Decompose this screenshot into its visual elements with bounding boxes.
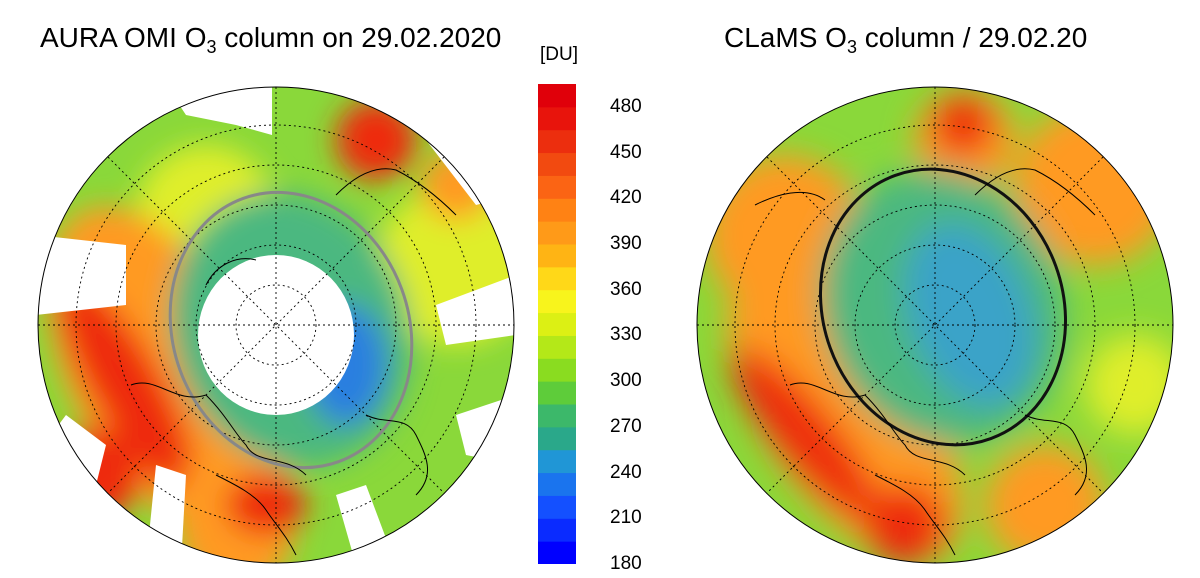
colorbar-tick-label: 240 bbox=[610, 461, 642, 483]
colorbar-segment bbox=[538, 266, 576, 291]
colorbar-tick-label: 300 bbox=[610, 370, 642, 392]
colorbar-segment bbox=[538, 404, 576, 428]
ozone-colorbar bbox=[538, 84, 576, 564]
colorbar-segment bbox=[538, 541, 576, 564]
colorbar-segment bbox=[538, 381, 576, 405]
colorbar-segment bbox=[538, 358, 576, 382]
colorbar-tick-label: 450 bbox=[610, 141, 642, 163]
colorbar-unit-label: [DU] bbox=[540, 44, 578, 65]
right-map-title: CLaMS O3 column / 29.02.20 bbox=[724, 22, 1088, 57]
colorbar-segment bbox=[538, 106, 576, 131]
colorbar-tick-label: 270 bbox=[610, 415, 642, 437]
colorbar-segment bbox=[538, 175, 576, 199]
colorbar-segment bbox=[538, 472, 576, 496]
colorbar-segment bbox=[538, 495, 576, 519]
colorbar-tick-label: 360 bbox=[610, 278, 642, 300]
colorbar-segment bbox=[538, 244, 576, 268]
colorbar-segment bbox=[538, 449, 576, 474]
colorbar-tick-label: 420 bbox=[610, 187, 642, 209]
colorbar-segment bbox=[538, 426, 576, 451]
colorbar-tick-label: 480 bbox=[610, 95, 642, 117]
colorbar-tick-label: 390 bbox=[610, 233, 642, 254]
colorbar-tick-label: 180 bbox=[610, 553, 642, 574]
colorbar-segment bbox=[538, 84, 576, 108]
colorbar-segment bbox=[538, 221, 576, 245]
colorbar-segment bbox=[538, 312, 576, 336]
colorbar-segment bbox=[538, 129, 576, 154]
clams-ozone-map bbox=[696, 86, 1174, 564]
colorbar-segment bbox=[538, 335, 576, 359]
colorbar-segment bbox=[538, 152, 576, 176]
colorbar-tick-label: 330 bbox=[610, 324, 642, 346]
colorbar-segment bbox=[538, 198, 576, 222]
colorbar-segment bbox=[538, 518, 576, 542]
colorbar-tick-label: 210 bbox=[610, 507, 642, 529]
omi-ozone-map bbox=[37, 86, 515, 564]
colorbar-segment bbox=[538, 289, 576, 314]
left-map-title: AURA OMI O3 column on 29.02.2020 bbox=[40, 22, 502, 57]
